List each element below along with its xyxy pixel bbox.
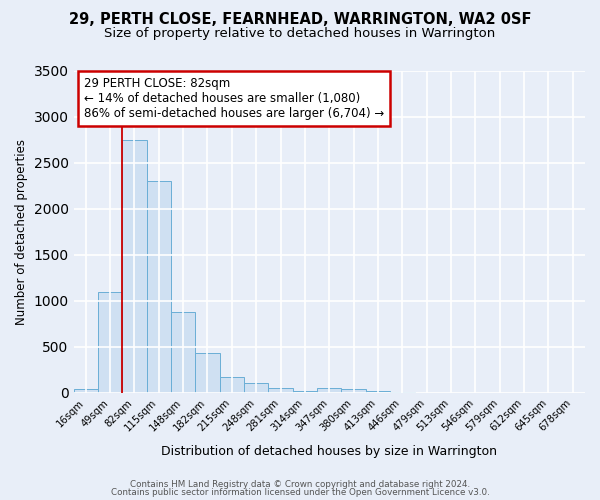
Bar — [98, 292, 122, 393]
Bar — [341, 389, 366, 393]
Text: Size of property relative to detached houses in Warrington: Size of property relative to detached ho… — [104, 28, 496, 40]
Bar — [122, 140, 146, 393]
Bar — [220, 377, 244, 393]
Bar — [268, 388, 293, 393]
Bar — [196, 354, 220, 393]
Text: Contains HM Land Registry data © Crown copyright and database right 2024.: Contains HM Land Registry data © Crown c… — [130, 480, 470, 489]
Y-axis label: Number of detached properties: Number of detached properties — [15, 138, 28, 324]
Text: 29 PERTH CLOSE: 82sqm
← 14% of detached houses are smaller (1,080)
86% of semi-d: 29 PERTH CLOSE: 82sqm ← 14% of detached … — [84, 77, 384, 120]
Bar — [146, 181, 171, 393]
Bar — [171, 312, 196, 393]
X-axis label: Distribution of detached houses by size in Warrington: Distribution of detached houses by size … — [161, 444, 497, 458]
Bar — [390, 392, 415, 393]
Bar — [293, 391, 317, 393]
Bar — [317, 388, 341, 393]
Text: 29, PERTH CLOSE, FEARNHEAD, WARRINGTON, WA2 0SF: 29, PERTH CLOSE, FEARNHEAD, WARRINGTON, … — [69, 12, 531, 28]
Text: Contains public sector information licensed under the Open Government Licence v3: Contains public sector information licen… — [110, 488, 490, 497]
Bar — [366, 391, 390, 393]
Bar — [74, 389, 98, 393]
Bar — [244, 383, 268, 393]
